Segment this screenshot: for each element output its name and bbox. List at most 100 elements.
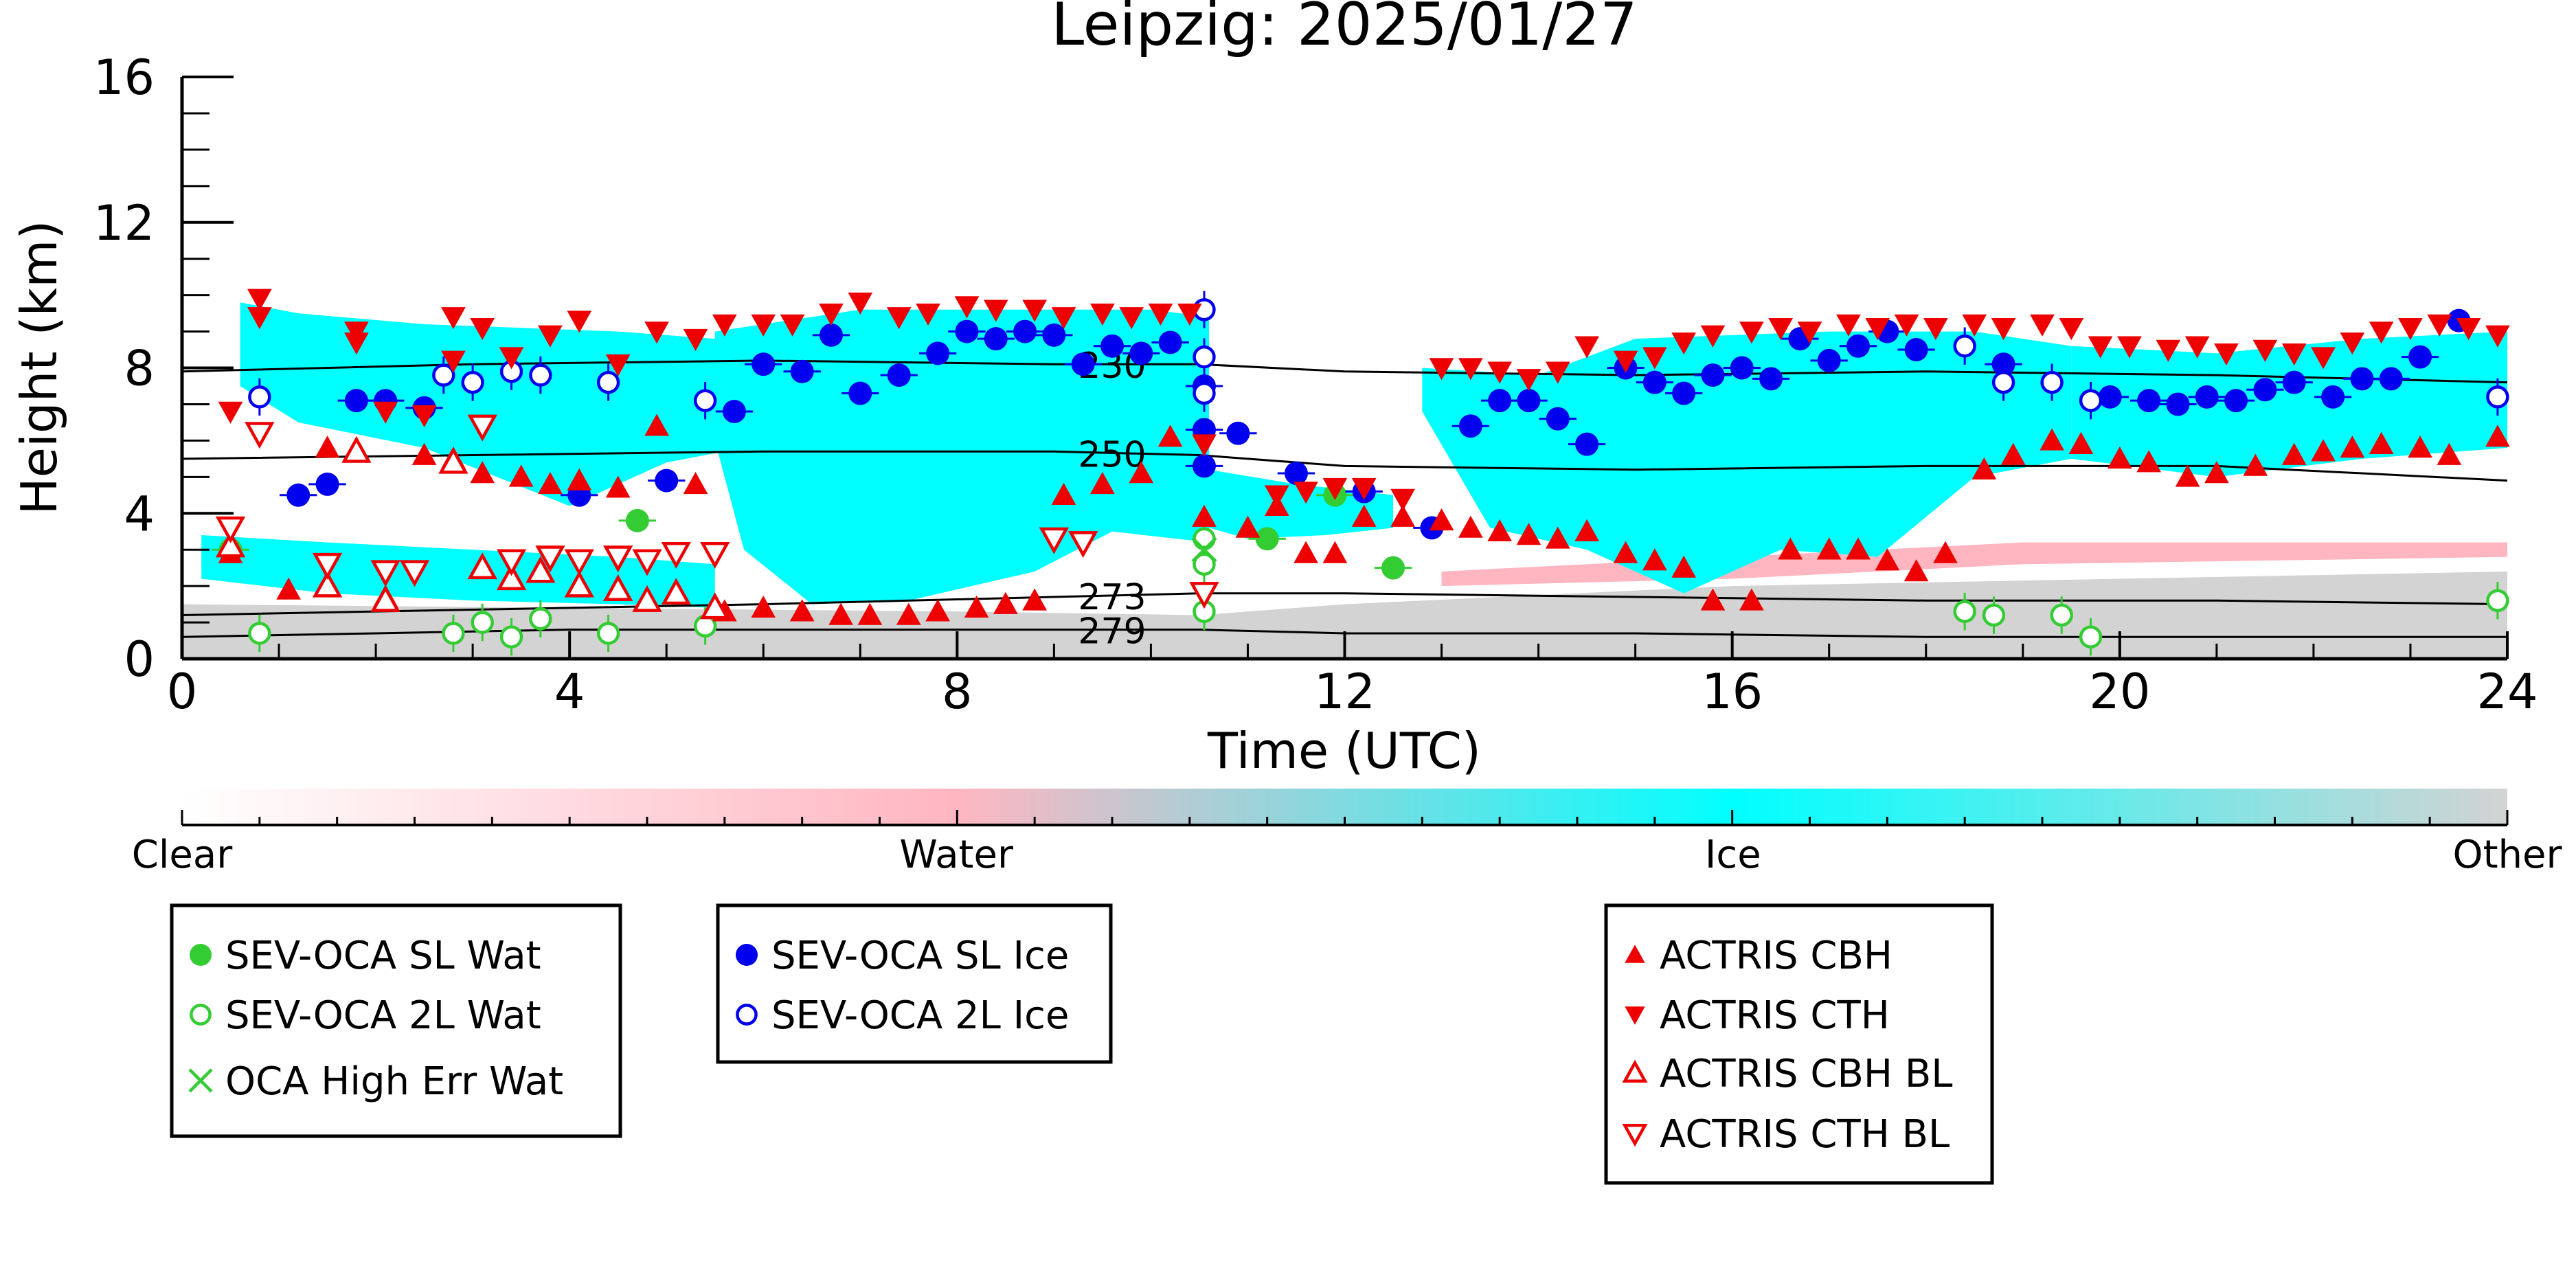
actris-cth-point-44 [1642,347,1667,370]
actris-cbh-point-64 [2369,431,2394,454]
x-tick-label-8: 8 [942,664,973,720]
actris-cbh-point-19 [896,602,921,625]
actris-cbh-point-10 [567,468,592,490]
legend-marker-actris-cbh [1625,945,1645,963]
actris-cbh-point-42 [1642,548,1667,571]
actris-cth-bl-point-3 [370,560,400,587]
sev-oca-sl-ice-point-52 [2282,370,2306,394]
sev-oca-sl-ice-point-46 [2098,385,2122,409]
actris-cbh-point-65 [2408,436,2432,458]
actris-cth-point-20 [848,292,873,315]
actris-cbh-point-15 [751,596,776,618]
actris-cbh-bl-point-4 [438,447,468,474]
sev-oca-sl-ice-point-17 [1042,323,1066,347]
ice-region-3 [1209,469,1394,539]
isotherm-label-250: 250 [1078,434,1146,475]
chart-title: Leipzig: 2025/01/27 [1051,0,1637,59]
actris-cbh-point-18 [857,602,883,625]
y-tick-label-12: 12 [93,195,155,251]
sev-oca-sl-ice-point-56 [2408,345,2432,369]
sev-oca-sl-ice-point-18 [1071,352,1095,376]
sev-oca-2l-wat-point-14 [2486,589,2509,612]
sev-oca-2l-ice-point-13 [2079,389,2103,412]
actris-cth-point-16 [712,314,737,337]
sev-oca-sl-ice-point-49 [2195,385,2219,409]
actris-cbh-point-28 [1192,504,1217,527]
actris-cth-point-49 [1797,321,1822,344]
sev-oca-2l-wat-point-0 [248,622,271,645]
actris-cth-point-10 [499,347,524,370]
actris-cth-point-30 [1177,303,1202,326]
actris-cbh-point-56 [2107,446,2132,469]
actris-cth-point-71 [2485,325,2510,348]
actris-cth-point-47 [1739,321,1764,344]
actris-cth-point-23 [954,296,980,319]
actris-cbh-point-21 [964,596,989,618]
actris-cbh-point-47 [1816,537,1842,560]
sev-oca-2l-ice-point-1 [432,363,455,387]
actris-cth-point-55 [1991,317,2016,341]
actris-cth-point-67 [2369,321,2394,344]
actris-cbh-point-40 [1574,519,1599,541]
sev-oca-sl-ice-point-15 [984,327,1008,351]
sev-oca-sl-ice-point-41 [1817,348,1841,372]
colorbar-label-water: Water [899,833,1014,877]
legend-box-1: SEV-OCA SL Ice SEV-OCA 2L Ice [716,903,1113,1064]
x-tick-label-12: 12 [1314,664,1375,720]
sev-oca-2l-wat-point-11 [1982,603,2006,627]
sev-oca-2l-ice-point-4 [529,363,552,387]
legend-marker-sev-oca-sl-wat [190,944,212,966]
legend-label-sev-oca-2l-wat: SEV-OCA 2L Wat [225,993,541,1038]
sev-oca-2l-wat-point-1 [442,622,465,645]
actris-cth-point-21 [886,307,912,330]
actris-cth-point-5 [373,401,398,424]
actris-cth-point-61 [2184,336,2210,359]
actris-cbh-point-58 [2175,464,2200,487]
legend-label-actris-cth-bl: ACTRIS CTH BL [1660,1112,1950,1157]
x-tick-label-0: 0 [167,664,198,720]
actris-cbh-point-44 [1700,588,1726,611]
actris-cbh-point-54 [2040,428,2064,451]
actris-cbh-point-25 [1090,472,1115,495]
actris-cth-point-45 [1671,332,1696,355]
sev-oca-2l-wat-point-12 [2050,603,2073,627]
actris-cth-bl-point-12 [700,541,730,569]
sev-oca-sl-ice-point-50 [2224,389,2248,413]
colorbar-label-ice: Ice [1705,833,1761,877]
actris-cth-point-63 [2252,339,2278,362]
actris-cth-bl-point-2 [312,552,343,580]
actris-cth-point-56 [2030,314,2055,337]
isotherm-label-279: 279 [1078,611,1146,653]
actris-cbh-point-33 [1351,504,1377,527]
actris-cth-bl-point-6 [496,549,527,576]
actris-cth-point-2 [247,307,272,330]
actris-cbh-point-53 [2000,442,2026,465]
actris-cth-point-51 [1865,317,1890,341]
actris-cbh-point-45 [1739,588,1764,611]
actris-cth-point-13 [605,354,631,377]
actris-cbh-point-2 [315,436,340,458]
sev-oca-sl-ice-point-21 [1158,330,1182,354]
actris-cth-point-0 [218,401,243,424]
actris-cth-point-38 [1458,358,1483,381]
actris-cth-point-34 [1322,477,1348,501]
actris-cth-point-11 [538,325,563,348]
sev-oca-sl-ice-point-7 [722,400,746,424]
actris-cbh-point-37 [1487,519,1513,541]
ice-region-0 [240,302,745,506]
actris-cth-bl-point-8 [564,549,594,576]
sev-oca-sl-ice-point-24 [1192,454,1216,478]
legend-label-actris-cth: ACTRIS CTH [1660,993,1890,1038]
sev-oca-2l-wat-point-8 [1193,552,1216,576]
actris-cbh-bl-point-3 [370,585,400,612]
actris-cth-point-64 [2281,343,2307,366]
actris-cth-point-39 [1487,361,1513,384]
actris-cth-bl-point-9 [603,545,633,573]
sev-oca-2l-wat-point-5 [596,622,620,645]
actris-cbh-point-20 [925,599,950,622]
sev-oca-sl-ice-point-38 [1730,356,1754,380]
sev-oca-sl-ice-point-16 [1013,319,1037,343]
sev-oca-sl-ice-point-47 [2137,389,2161,413]
actris-cbh-point-39 [1545,526,1570,549]
actris-cth-point-52 [1894,314,1919,337]
